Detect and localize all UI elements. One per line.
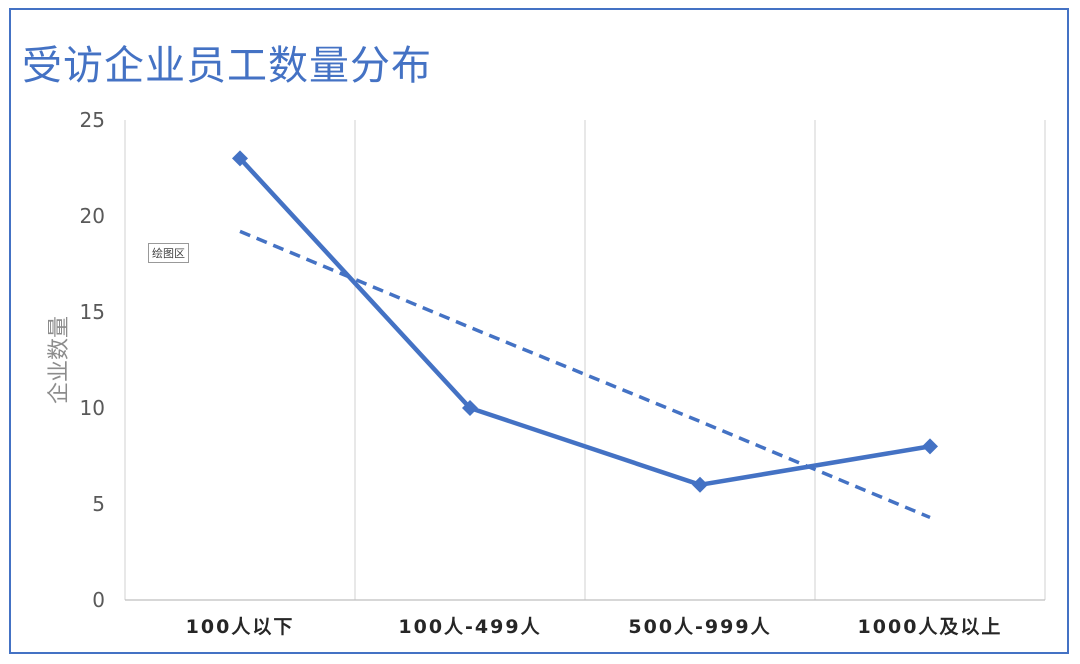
y-tick-label-0: 0 (92, 588, 105, 612)
data-point-3 (922, 438, 938, 455)
data-point-0 (232, 150, 248, 167)
y-tick-label-10: 10 (80, 396, 105, 420)
data-point-1 (462, 400, 478, 416)
x-tick-label-0: 100人以下 (186, 616, 295, 638)
y-tick-label-15: 15 (80, 300, 105, 324)
y-axis-title: 企业数量 (47, 316, 72, 404)
data-point-2 (692, 476, 708, 493)
y-tick-label-25: 25 (80, 108, 105, 132)
plot-area-tag: 绘图区 (148, 243, 189, 263)
series-line-0 (238, 156, 931, 488)
trendline (239, 229, 931, 520)
x-tick-label-1: 100人-499人 (398, 616, 541, 638)
x-tick-label-3: 1000人及以上 (858, 616, 1003, 638)
y-tick-label-5: 5 (92, 492, 105, 516)
chart-frame (9, 8, 1069, 654)
x-tick-label-2: 500人-999人 (628, 616, 771, 638)
chart-title: 受访企业员工数量分布 (22, 43, 432, 89)
y-tick-label-20: 20 (80, 204, 105, 228)
